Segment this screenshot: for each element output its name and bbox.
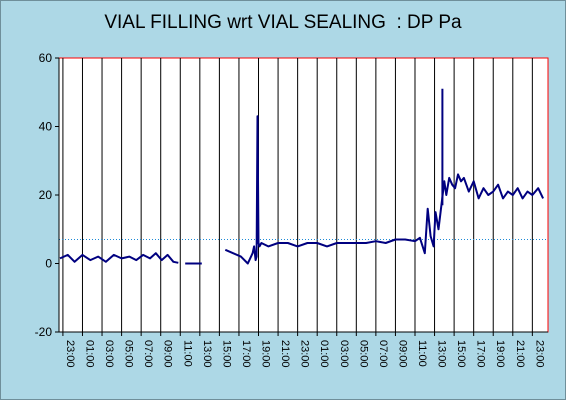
y-tick-label: 20 bbox=[39, 188, 53, 202]
x-tick-label: 19:00 bbox=[494, 340, 506, 368]
y-tick-label: -20 bbox=[35, 325, 53, 339]
x-tick-label: 11:00 bbox=[416, 340, 428, 367]
x-tick-label: 01:00 bbox=[318, 340, 330, 368]
x-tick-label: 13:00 bbox=[436, 340, 448, 368]
x-tick-label: 17:00 bbox=[240, 340, 252, 368]
x-tick-label: 23:00 bbox=[299, 340, 311, 368]
x-tick-label: 09:00 bbox=[396, 340, 408, 368]
plot-area bbox=[58, 57, 549, 333]
x-tick-label: 01:00 bbox=[83, 340, 95, 368]
y-tick-label: 0 bbox=[45, 257, 52, 271]
x-tick-label: 03:00 bbox=[103, 340, 115, 368]
x-tick-label: 15:00 bbox=[455, 340, 467, 368]
x-tick-label: 21:00 bbox=[514, 340, 526, 368]
x-tick-label: 05:00 bbox=[357, 340, 369, 368]
y-tick-label: 40 bbox=[39, 120, 53, 134]
series-line bbox=[224, 115, 545, 265]
x-tick-label: 15:00 bbox=[220, 340, 232, 368]
x-tick-label: 09:00 bbox=[162, 340, 174, 368]
series-line bbox=[59, 252, 179, 264]
x-tick-label: 21:00 bbox=[279, 340, 291, 368]
x-tick-label: 17:00 bbox=[475, 340, 487, 368]
x-tick-label: 13:00 bbox=[201, 340, 213, 368]
x-tick-label: 23:00 bbox=[64, 340, 76, 368]
x-tick-label: 19:00 bbox=[260, 340, 272, 368]
x-tick-label: 05:00 bbox=[123, 340, 135, 368]
x-tick-label: 03:00 bbox=[338, 340, 350, 368]
x-tick-label: 07:00 bbox=[377, 340, 389, 368]
x-tick-label: 11:00 bbox=[181, 340, 193, 367]
chart-title: VIAL FILLING wrt VIAL SEALING : DP Pa bbox=[104, 12, 462, 33]
x-tick-label: 23:00 bbox=[533, 340, 545, 368]
x-tick-label: 07:00 bbox=[142, 340, 154, 368]
y-tick-label: 60 bbox=[39, 51, 53, 65]
